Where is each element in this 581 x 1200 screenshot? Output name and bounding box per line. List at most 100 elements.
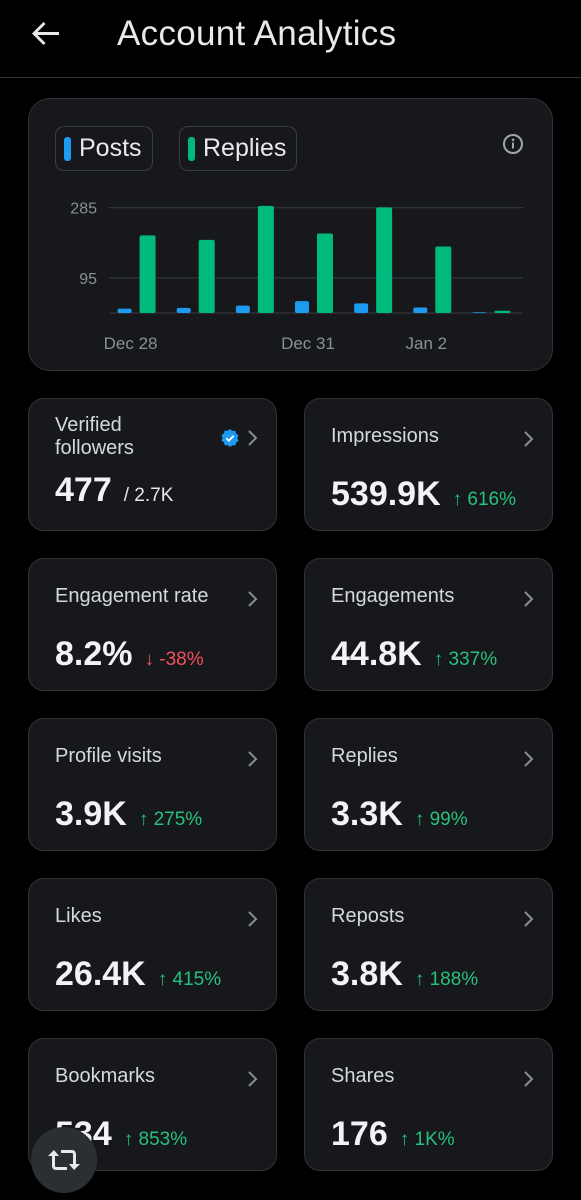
chevron-right-icon bbox=[524, 591, 534, 607]
stat-value: 3.8K bbox=[331, 955, 403, 993]
bar-posts bbox=[176, 307, 191, 313]
stat-label: Verified followers bbox=[55, 414, 134, 459]
arrow-up-icon: ↑ bbox=[452, 489, 468, 510]
bar-chart: 95 285 Dec 28 Dec 31 Jan 2 bbox=[70, 201, 523, 353]
posts-swatch bbox=[64, 136, 71, 161]
stat-value-row: 539.9K ↑ 616% bbox=[331, 475, 516, 514]
stat-change: ↑ 616% bbox=[453, 489, 516, 510]
stat-value: 176 bbox=[331, 1115, 388, 1153]
stat-value-row: 8.2% ↓ -38% bbox=[55, 635, 204, 674]
stat-value-row: 3.3K ↑ 99% bbox=[331, 795, 468, 834]
chevron-right-icon bbox=[524, 431, 534, 447]
bar-posts bbox=[295, 301, 309, 313]
bar-replies bbox=[198, 239, 215, 313]
stat-change-value: 853% bbox=[138, 1129, 188, 1150]
stat-total: / 2.7K bbox=[123, 485, 174, 506]
stat-value-row: 477 / 2.7K bbox=[55, 471, 173, 510]
stat-value: 26.4K bbox=[55, 955, 146, 993]
stat-card-shares[interactable]: Shares 176 ↑ 1K% bbox=[304, 1038, 553, 1171]
arrow-left-icon[interactable] bbox=[28, 18, 64, 54]
chevron-right-icon bbox=[248, 911, 258, 927]
legend-posts[interactable]: Posts bbox=[55, 126, 153, 171]
replies-swatch bbox=[188, 136, 195, 161]
stat-value-row: 26.4K ↑ 415% bbox=[55, 955, 221, 994]
y-tick-label: 285 bbox=[70, 201, 97, 218]
stat-card-engagements[interactable]: Engagements 44.8K ↑ 337% bbox=[304, 558, 553, 691]
stat-card-likes[interactable]: Likes 26.4K ↑ 415% bbox=[28, 878, 277, 1011]
chevron-right-icon bbox=[248, 1071, 258, 1087]
bar-replies bbox=[435, 246, 452, 313]
chevron-right-icon bbox=[524, 911, 534, 927]
stat-card-reposts[interactable]: Reposts 3.8K ↑ 188% bbox=[304, 878, 553, 1011]
arrow-up-icon: ↑ bbox=[123, 1129, 139, 1150]
stat-card-profile-visits[interactable]: Profile visits 3.9K ↑ 275% bbox=[28, 718, 277, 851]
stat-change: ↑ 188% bbox=[415, 969, 478, 990]
stat-change: ↑ 99% bbox=[415, 809, 468, 830]
stat-value: 477 bbox=[55, 471, 112, 509]
chart-card: Posts Replies 95 285 Dec 28 Dec 31 Jan 2 bbox=[28, 98, 553, 371]
stat-change-value: 616% bbox=[467, 489, 517, 510]
stat-change-value: 415% bbox=[172, 969, 222, 990]
info-icon[interactable] bbox=[502, 133, 524, 155]
legend-replies-label: Replies bbox=[203, 134, 287, 162]
stat-change-value: 188% bbox=[429, 969, 479, 990]
bar-replies bbox=[376, 207, 393, 313]
stat-value: 3.3K bbox=[331, 795, 403, 833]
stat-value-row: 44.8K ↑ 337% bbox=[331, 635, 497, 674]
arrow-up-icon: ↑ bbox=[399, 1129, 415, 1150]
x-tick-label: Dec 31 bbox=[281, 334, 335, 353]
stat-change: ↑ 275% bbox=[139, 809, 202, 830]
arrow-up-icon: ↑ bbox=[157, 969, 173, 990]
bar-posts bbox=[235, 305, 250, 313]
arrow-up-icon: ↑ bbox=[414, 969, 430, 990]
stat-change: ↑ 415% bbox=[158, 969, 221, 990]
stat-change: ↑ 337% bbox=[434, 649, 497, 670]
stat-card-verified-followers[interactable]: Verified followers 477 / 2.7K bbox=[28, 398, 277, 531]
legend-replies[interactable]: Replies bbox=[179, 126, 298, 171]
stat-label: Bookmarks bbox=[55, 1065, 156, 1087]
chevron-right-icon bbox=[524, 1071, 534, 1087]
x-tick-label: Dec 28 bbox=[104, 334, 158, 353]
stat-label: Likes bbox=[55, 905, 102, 927]
chevron-right-icon bbox=[248, 591, 258, 607]
stat-value: 539.9K bbox=[331, 475, 441, 513]
header: Account Analytics bbox=[0, 0, 581, 78]
stat-card-replies[interactable]: Replies 3.3K ↑ 99% bbox=[304, 718, 553, 851]
stat-card-engagement-rate[interactable]: Engagement rate 8.2% ↓ -38% bbox=[28, 558, 277, 691]
stat-label: Impressions bbox=[331, 425, 439, 447]
bar-replies bbox=[257, 205, 274, 313]
stat-label: Shares bbox=[331, 1065, 395, 1087]
stat-label: Profile visits bbox=[55, 745, 162, 767]
bar-replies bbox=[139, 235, 156, 313]
arrow-up-icon: ↑ bbox=[414, 809, 430, 830]
chevron-right-icon bbox=[248, 751, 258, 767]
stat-value: 3.9K bbox=[55, 795, 127, 833]
stat-label: Engagement rate bbox=[55, 585, 209, 607]
stat-change-value: -38% bbox=[159, 649, 204, 670]
bar-posts bbox=[354, 303, 369, 313]
bar-replies bbox=[317, 233, 333, 313]
verified-badge-icon bbox=[221, 429, 239, 447]
y-tick-label: 95 bbox=[79, 271, 97, 288]
stat-change: ↑ 1K% bbox=[400, 1129, 455, 1150]
page-title: Account Analytics bbox=[117, 14, 397, 53]
chevron-right-icon bbox=[248, 430, 258, 446]
stat-label: Replies bbox=[331, 745, 398, 767]
bar-replies bbox=[494, 310, 511, 313]
bar-posts bbox=[472, 312, 487, 313]
stat-value-row: 3.8K ↑ 188% bbox=[331, 955, 478, 994]
repost-button[interactable] bbox=[31, 1127, 97, 1193]
bar-posts bbox=[117, 308, 132, 313]
arrow-down-icon: ↓ bbox=[144, 649, 160, 670]
stat-change: ↑ 853% bbox=[124, 1129, 187, 1150]
stat-label: Engagements bbox=[331, 585, 455, 607]
stat-change-value: 275% bbox=[153, 809, 203, 830]
stat-change-value: 1K% bbox=[414, 1129, 455, 1150]
x-tick-label: Jan 2 bbox=[405, 334, 447, 353]
stat-change: ↓ -38% bbox=[145, 649, 204, 670]
stat-card-impressions[interactable]: Impressions 539.9K ↑ 616% bbox=[304, 398, 553, 531]
stat-change-value: 337% bbox=[448, 649, 498, 670]
stat-value: 44.8K bbox=[331, 635, 422, 673]
stat-value: 8.2% bbox=[55, 635, 133, 673]
stat-value-row: 176 ↑ 1K% bbox=[331, 1115, 455, 1154]
